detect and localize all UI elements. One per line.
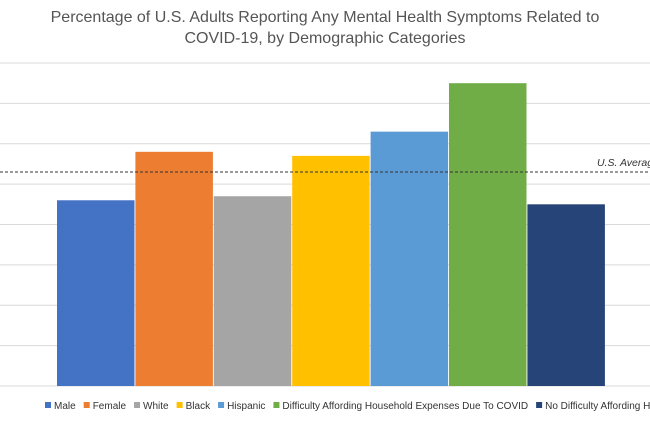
bars — [57, 83, 605, 386]
legend-swatch — [536, 402, 543, 408]
bar — [135, 151, 213, 386]
legend-label: No Difficulty Affording Household Expens… — [545, 401, 650, 412]
reference-line-group: U.S. Average — [0, 157, 650, 173]
chart-title: Percentage of U.S. Adults Reporting Any … — [51, 9, 600, 47]
legend-label: White — [143, 401, 169, 412]
legend-item: No Difficulty Affording Household Expens… — [536, 401, 650, 412]
bar — [213, 196, 292, 386]
legend-label: Male — [54, 401, 76, 412]
legend-swatch — [273, 402, 280, 408]
us-average-label: U.S. Average — [597, 157, 650, 169]
legend-label: Difficulty Affording Household Expenses … — [282, 401, 528, 412]
legend-item: Black — [176, 401, 211, 412]
legend-item: Female — [83, 401, 127, 412]
legend-item: Hispanic — [218, 401, 265, 412]
bar — [370, 131, 449, 386]
bar — [527, 204, 605, 386]
bar — [292, 155, 370, 386]
chart-title-line: COVID-19, by Demographic Categories — [184, 30, 465, 47]
bar — [57, 200, 135, 386]
legend-label: Black — [186, 401, 211, 412]
legend-swatch — [218, 402, 225, 408]
legend-swatch — [176, 402, 183, 408]
chart-title-line: Percentage of U.S. Adults Reporting Any … — [51, 9, 600, 26]
bar — [449, 83, 527, 386]
legend: Male Female White Black Hispanic Difficulty A… — [45, 401, 650, 412]
legend-item: Male — [45, 401, 76, 412]
legend-swatch — [45, 402, 51, 408]
legend-swatch — [83, 402, 90, 408]
legend-swatch — [134, 402, 141, 408]
legend-label: Female — [93, 401, 127, 412]
legend-item: Difficulty Affording Household Expenses … — [273, 401, 528, 412]
legend-label: Hispanic — [227, 401, 265, 412]
legend-item: White — [134, 401, 169, 412]
